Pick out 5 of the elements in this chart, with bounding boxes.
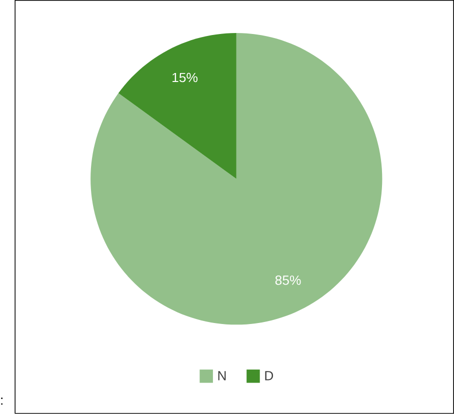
data-label: 85%	[275, 276, 301, 285]
text: :	[1, 398, 2, 405]
data-label: 15%	[172, 72, 198, 82]
legend-label: D	[265, 371, 274, 380]
legend-label: N	[218, 371, 226, 380]
